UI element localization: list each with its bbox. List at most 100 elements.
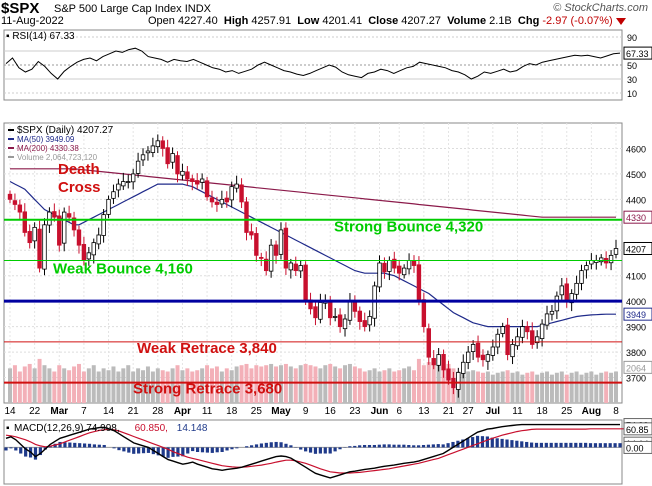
macd-histogram-bar xyxy=(515,440,519,448)
volume-value: 2.1B xyxy=(489,15,512,27)
high-value: 4257.91 xyxy=(251,15,292,27)
candle-body xyxy=(569,293,574,304)
volume-bar xyxy=(318,368,323,403)
volume-bar xyxy=(436,365,441,403)
candle-body xyxy=(559,285,565,296)
macd-histogram-bar xyxy=(4,447,8,451)
macd-histogram-bar xyxy=(362,444,367,448)
volume-bar xyxy=(343,365,348,403)
volume-bar xyxy=(17,371,22,403)
macd-histogram-bar xyxy=(97,444,101,448)
candle-body xyxy=(160,140,165,149)
candle-body xyxy=(313,306,318,319)
x-tick-label: 25 xyxy=(251,406,263,417)
macd-histogram-bar xyxy=(534,442,539,448)
volume-bar xyxy=(559,371,564,403)
candle-body xyxy=(130,173,136,183)
candle-body xyxy=(91,242,96,256)
candle-body xyxy=(27,231,32,244)
x-tick-label: May xyxy=(271,406,291,417)
macd-histogram-bar xyxy=(525,441,529,448)
macd-histogram-bar xyxy=(475,435,480,448)
macd-histogram-bar xyxy=(58,441,62,448)
volume-bar xyxy=(609,372,614,403)
macd-histogram-bar xyxy=(579,442,583,448)
candle-body xyxy=(32,226,37,242)
candle-body xyxy=(613,248,619,255)
macd-histogram-bar xyxy=(318,447,322,454)
candle-body xyxy=(76,229,82,246)
candle-body xyxy=(37,228,42,269)
candle-body xyxy=(401,267,407,276)
volume-bar xyxy=(564,374,569,403)
candle-body xyxy=(352,301,358,312)
candle-body xyxy=(441,353,446,371)
macd-histogram-bar xyxy=(254,444,259,448)
candle-body xyxy=(328,300,333,319)
macd-histogram-bar xyxy=(166,447,170,458)
volume-bar xyxy=(476,371,481,403)
volume-bar xyxy=(57,365,62,403)
x-tick-label: 18 xyxy=(226,406,238,417)
candle-body xyxy=(584,265,589,271)
candle-body xyxy=(461,361,466,374)
candle-body xyxy=(195,180,200,185)
macd-histogram-bar xyxy=(181,447,185,457)
candle-body xyxy=(249,231,254,236)
volume-bar xyxy=(264,365,269,403)
macd-histogram-bar xyxy=(603,443,607,448)
macd-histogram-bar xyxy=(564,442,568,448)
candle-body xyxy=(318,302,323,320)
candle-body xyxy=(106,198,111,215)
macd-histogram-bar xyxy=(122,447,126,452)
volume-bar xyxy=(22,366,27,403)
macd-histogram-bar xyxy=(485,436,489,448)
index-name: S&P 500 Large Cap Index INDX xyxy=(54,3,211,15)
macd-histogram-bar xyxy=(250,445,254,448)
macd-histogram-bar xyxy=(505,439,509,448)
volume-bar xyxy=(338,368,343,403)
x-tick-label: Jul xyxy=(486,406,501,417)
volume-bar xyxy=(180,370,185,403)
macd-histogram-bar xyxy=(584,442,588,448)
strong-retrace-label: Strong Retrace 3,680 xyxy=(133,381,282,398)
volume-bar xyxy=(101,368,106,403)
macd-histogram-bar xyxy=(412,445,416,448)
candle-body xyxy=(239,184,244,203)
candle-body xyxy=(263,258,269,272)
x-tick-label: Apr xyxy=(174,406,191,417)
x-tick-label: 6 xyxy=(396,406,402,417)
macd-tag-box xyxy=(623,440,652,454)
down-arrow-icon xyxy=(615,17,626,25)
macd-histogram-bar xyxy=(417,445,421,448)
macd-histogram-bar xyxy=(215,447,219,453)
candle-body xyxy=(140,154,146,161)
volume-bar xyxy=(480,372,485,403)
candle-body xyxy=(530,330,535,345)
macd-histogram-bar xyxy=(112,447,116,449)
price-tick-label: 3700 xyxy=(626,374,646,384)
macd-histogram-bar xyxy=(461,439,465,448)
macd-histogram-bar xyxy=(387,444,391,448)
macd-histogram-bar xyxy=(618,443,622,448)
volume-bar xyxy=(599,372,604,403)
macd-legend-item: 60.850, xyxy=(135,423,168,434)
macd-histogram-bar xyxy=(407,444,411,448)
macd-histogram-bar xyxy=(392,444,396,448)
macd-histogram-bar xyxy=(24,447,28,457)
macd-histogram-bar xyxy=(146,447,151,453)
close-label: Close xyxy=(368,15,399,27)
index-full-name: S&P 500 Large Cap Index xyxy=(54,3,182,15)
ma200-line xyxy=(10,168,616,218)
candle-body xyxy=(96,234,101,245)
candle-body xyxy=(47,211,52,226)
death-cross-label-1: Death xyxy=(58,161,100,178)
macd-histogram-bar xyxy=(82,443,87,448)
volume-bar xyxy=(259,366,264,403)
candle-body xyxy=(495,333,500,348)
close-value: 4207.27 xyxy=(401,15,442,27)
open-value: 4227.40 xyxy=(177,15,218,27)
candle-body xyxy=(7,193,13,200)
candle-body xyxy=(22,211,27,233)
volume-bar xyxy=(175,365,180,403)
